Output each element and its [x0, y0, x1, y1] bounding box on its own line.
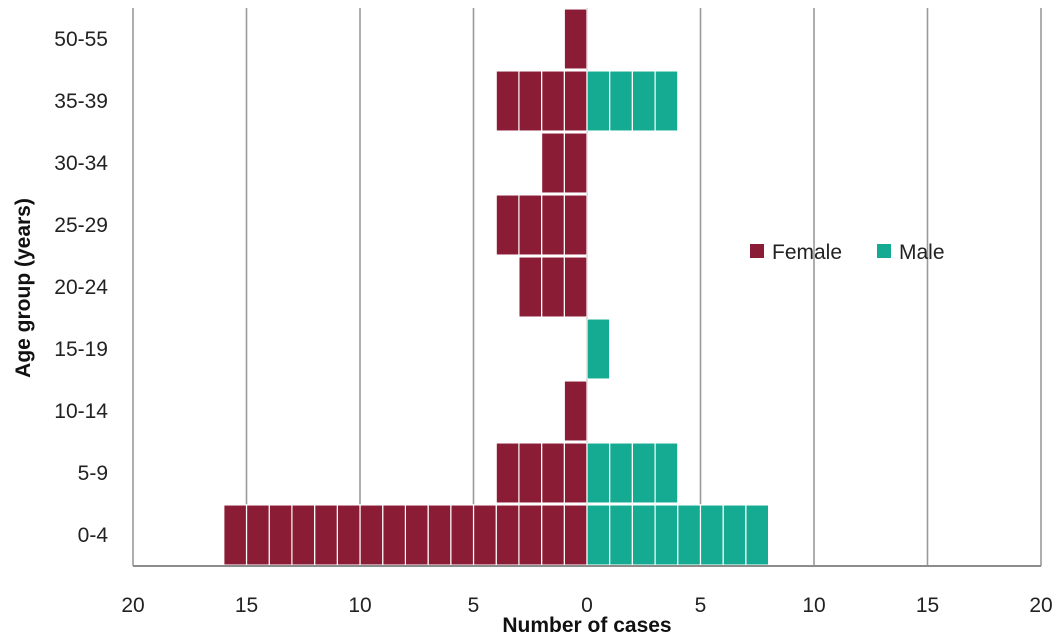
legend-swatch-male [877, 244, 891, 258]
bar-block-female-50-55 [563, 8, 588, 70]
bar-block-female-0-4 [450, 504, 475, 566]
bar-block-female-35-39 [495, 70, 520, 132]
bar-block-female-30-34 [540, 132, 565, 194]
y-tick-label: 15-19 [54, 338, 108, 361]
legend-label-male: Male [899, 241, 945, 264]
bar-block-male-0-4 [677, 504, 702, 566]
x-tick-label: 5 [468, 594, 480, 617]
bar-block-male-0-4 [631, 504, 656, 566]
x-tick-label: 10 [802, 594, 825, 617]
legend: Female Male [750, 241, 945, 264]
bar-block-female-0-4 [291, 504, 316, 566]
bar-block-male-5-9 [586, 442, 611, 504]
bar-block-female-0-4 [268, 504, 293, 566]
x-tick-label: 20 [1029, 594, 1052, 617]
bar-block-male-15-19 [586, 318, 611, 380]
bar-block-male-0-4 [609, 504, 634, 566]
bar-block-female-35-39 [563, 70, 588, 132]
y-tick-label: 35-39 [54, 90, 108, 113]
x-tick-label: 15 [235, 594, 258, 617]
bar-block-male-5-9 [609, 442, 634, 504]
bar-block-female-35-39 [540, 70, 565, 132]
bar-block-female-0-4 [404, 504, 429, 566]
bar-block-male-35-39 [654, 70, 679, 132]
bar-block-female-0-4 [245, 504, 270, 566]
bar-block-female-0-4 [495, 504, 520, 566]
bar-block-female-0-4 [563, 504, 588, 566]
bar-block-female-0-4 [382, 504, 407, 566]
bar-block-female-20-24 [540, 256, 565, 318]
bar-block-female-0-4 [427, 504, 452, 566]
bar-block-female-25-29 [495, 194, 520, 256]
bar-block-female-5-9 [518, 442, 543, 504]
bar-block-female-5-9 [540, 442, 565, 504]
bar-block-female-10-14 [563, 380, 588, 442]
bar-block-female-0-4 [336, 504, 361, 566]
bar-block-male-0-4 [722, 504, 747, 566]
bar-block-female-0-4 [540, 504, 565, 566]
x-axis-title: Number of cases [502, 614, 671, 637]
y-tick-label: 5-9 [78, 462, 108, 485]
y-axis-title: Age group (years) [12, 198, 35, 378]
bar-block-female-0-4 [472, 504, 497, 566]
bar-block-female-30-34 [563, 132, 588, 194]
y-tick-label: 0-4 [78, 524, 109, 547]
bar-block-female-5-9 [563, 442, 588, 504]
y-tick-label: 20-24 [54, 276, 108, 299]
bars-layer [223, 8, 770, 566]
bar-block-female-25-29 [563, 194, 588, 256]
bar-block-male-35-39 [586, 70, 611, 132]
bar-block-female-0-4 [359, 504, 384, 566]
y-tick-label: 50-55 [54, 28, 108, 51]
x-tick-label: 5 [695, 594, 707, 617]
x-tick-label: 10 [348, 594, 371, 617]
bar-block-male-35-39 [609, 70, 634, 132]
bar-block-male-5-9 [654, 442, 679, 504]
x-tick-label: 0 [581, 594, 593, 617]
legend-label-female: Female [772, 241, 842, 264]
y-tick-label: 30-34 [54, 152, 108, 175]
bar-block-female-0-4 [223, 504, 248, 566]
bar-block-female-20-24 [518, 256, 543, 318]
y-tick-label: 10-14 [54, 400, 108, 423]
x-tick-label: 20 [121, 594, 144, 617]
y-tick-labels: 0-4 5-9 10-14 15-19 20-24 25-29 30-34 35-39 50-5… [54, 28, 108, 547]
bar-block-female-25-29 [540, 194, 565, 256]
x-tick-label: 15 [916, 594, 939, 617]
bar-block-male-0-4 [586, 504, 611, 566]
bar-block-female-5-9 [495, 442, 520, 504]
bar-block-female-20-24 [563, 256, 588, 318]
bar-block-male-35-39 [631, 70, 656, 132]
bar-block-female-35-39 [518, 70, 543, 132]
bar-block-male-0-4 [699, 504, 724, 566]
bar-block-female-0-4 [314, 504, 338, 566]
bar-block-female-0-4 [518, 504, 543, 566]
bar-block-male-0-4 [654, 504, 679, 566]
bar-block-male-5-9 [631, 442, 656, 504]
y-tick-label: 25-29 [54, 214, 108, 237]
bar-block-female-25-29 [518, 194, 543, 256]
legend-swatch-female [750, 244, 764, 258]
bar-block-male-0-4 [745, 504, 770, 566]
x-tick-labels: 20 15 10 5 0 5 10 15 20 [121, 594, 1052, 617]
